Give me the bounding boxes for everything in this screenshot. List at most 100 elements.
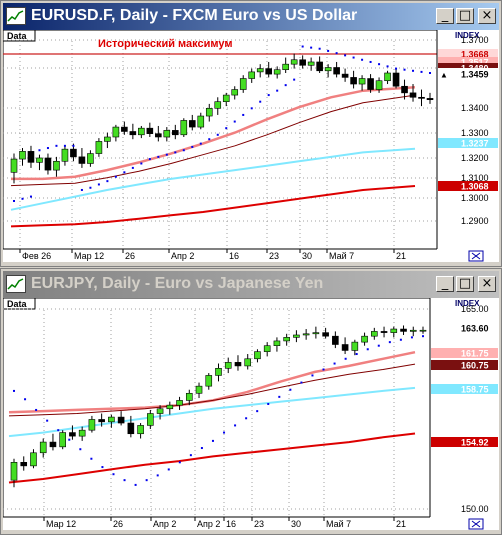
price-tag [431,384,498,394]
x-tick-label: Мар 12 [74,251,104,261]
minimize-button[interactable]: _ [436,8,454,24]
maximize-button[interactable]: □ [456,276,474,292]
maximize-button[interactable]: □ [456,8,474,24]
x-tick-label: 16 [226,519,236,529]
sar-dot [211,439,214,442]
candle-body [78,156,86,164]
candle-body [322,332,329,337]
candle-body [390,328,398,333]
candle-body [371,331,378,337]
candle-body [307,61,315,66]
candle-body [214,101,222,109]
candle-body [129,131,137,136]
sar-dot [284,84,287,87]
sar-dot [386,65,389,68]
candle-body [137,425,144,435]
candle-body [176,400,183,406]
close-x-icon[interactable] [471,252,481,260]
y-tick-label: 1.3200 [461,153,489,163]
candle-body [195,385,203,394]
x-tick-label: Апр 2 [197,519,220,529]
historic-max-annotation: Исторический максимум [98,38,232,50]
candle-body [341,73,349,78]
candle-body [263,345,271,352]
sar-dot [311,374,314,377]
candle-body [351,341,359,351]
eurjpy-chart-window[interactable]: EURJPY, Daily - Euro vs Japanese Yen _ □… [0,268,502,535]
sar-dot [310,46,313,49]
sar-dot [412,69,415,72]
close-x-icon[interactable] [471,520,481,528]
sar-dot [13,200,15,202]
sar-dot [403,68,406,71]
candle-body [117,416,125,424]
sar-dot [410,336,413,339]
chart-app-icon[interactable] [6,7,26,25]
candle-body [409,92,417,98]
candle-body [87,153,94,164]
sar-dot [90,457,93,460]
price-tag-value: 1.3237 [461,139,489,149]
price-tag-value: 158.75 [461,385,489,395]
sar-dot [361,58,364,61]
candle-body [380,331,388,333]
x-tick-label: 23 [254,519,264,529]
moving-average-long [10,185,416,228]
moving-average-slow [8,386,416,438]
title-bar[interactable]: EURUSD.F, Daily - FXCM Euro vs US Dollar… [3,3,499,30]
sar-dot [301,45,304,48]
candle-body [426,98,434,101]
candle-body [234,362,242,367]
sar-dot [13,389,15,392]
sar-dot [333,362,336,365]
candle-body [59,432,66,448]
sar-dot [355,353,358,356]
candle-body [205,108,213,117]
candle-body [358,78,366,85]
sar-dot [318,47,321,50]
price-tag [438,49,498,59]
candle-body [104,136,111,142]
sar-dot [57,429,60,432]
sar-dot [145,479,148,482]
price-tag-value: 161.75 [461,349,489,359]
y-tick-label: 1.3400 [461,103,489,113]
sar-dot [276,89,279,92]
candle-body [231,89,239,96]
sar-dot [89,186,92,189]
price-tag-value: 160.75 [461,361,489,371]
candle-body [155,133,162,138]
eurusd-chart-window[interactable]: EURUSD.F, Daily - FXCM Euro vs US Dollar… [0,0,502,267]
chart-app-icon[interactable] [6,275,26,293]
sar-dot [377,344,380,347]
sar-dot [245,417,248,420]
candle-body [108,416,115,423]
sar-dot [250,107,253,110]
close-button[interactable]: × [478,8,496,24]
data-tab[interactable] [3,30,36,42]
candle-body [254,351,261,360]
y-tick-label: 1.3100 [461,173,489,183]
x-tick-label: 30 [302,251,312,261]
candle-body [350,77,357,85]
sar-dot [335,52,338,55]
sar-dot [223,431,226,434]
candle-body [27,151,35,163]
candle-body [163,130,171,138]
candle-body [324,67,332,72]
candle-body [361,335,368,343]
x-tick-label: Май 7 [329,251,354,261]
candle-body [419,329,427,332]
time-axis [3,517,430,530]
sar-dot [101,466,104,469]
sar-dot [267,94,270,97]
minimize-button[interactable]: _ [436,276,454,292]
candle-body [172,130,179,136]
title-bar[interactable]: EURJPY, Daily - Euro vs Japanese Yen _ □… [3,271,499,298]
index-label: INDEX [455,299,480,308]
candle-body [256,68,264,73]
close-button[interactable]: × [478,276,496,292]
sar-dot [256,410,259,413]
